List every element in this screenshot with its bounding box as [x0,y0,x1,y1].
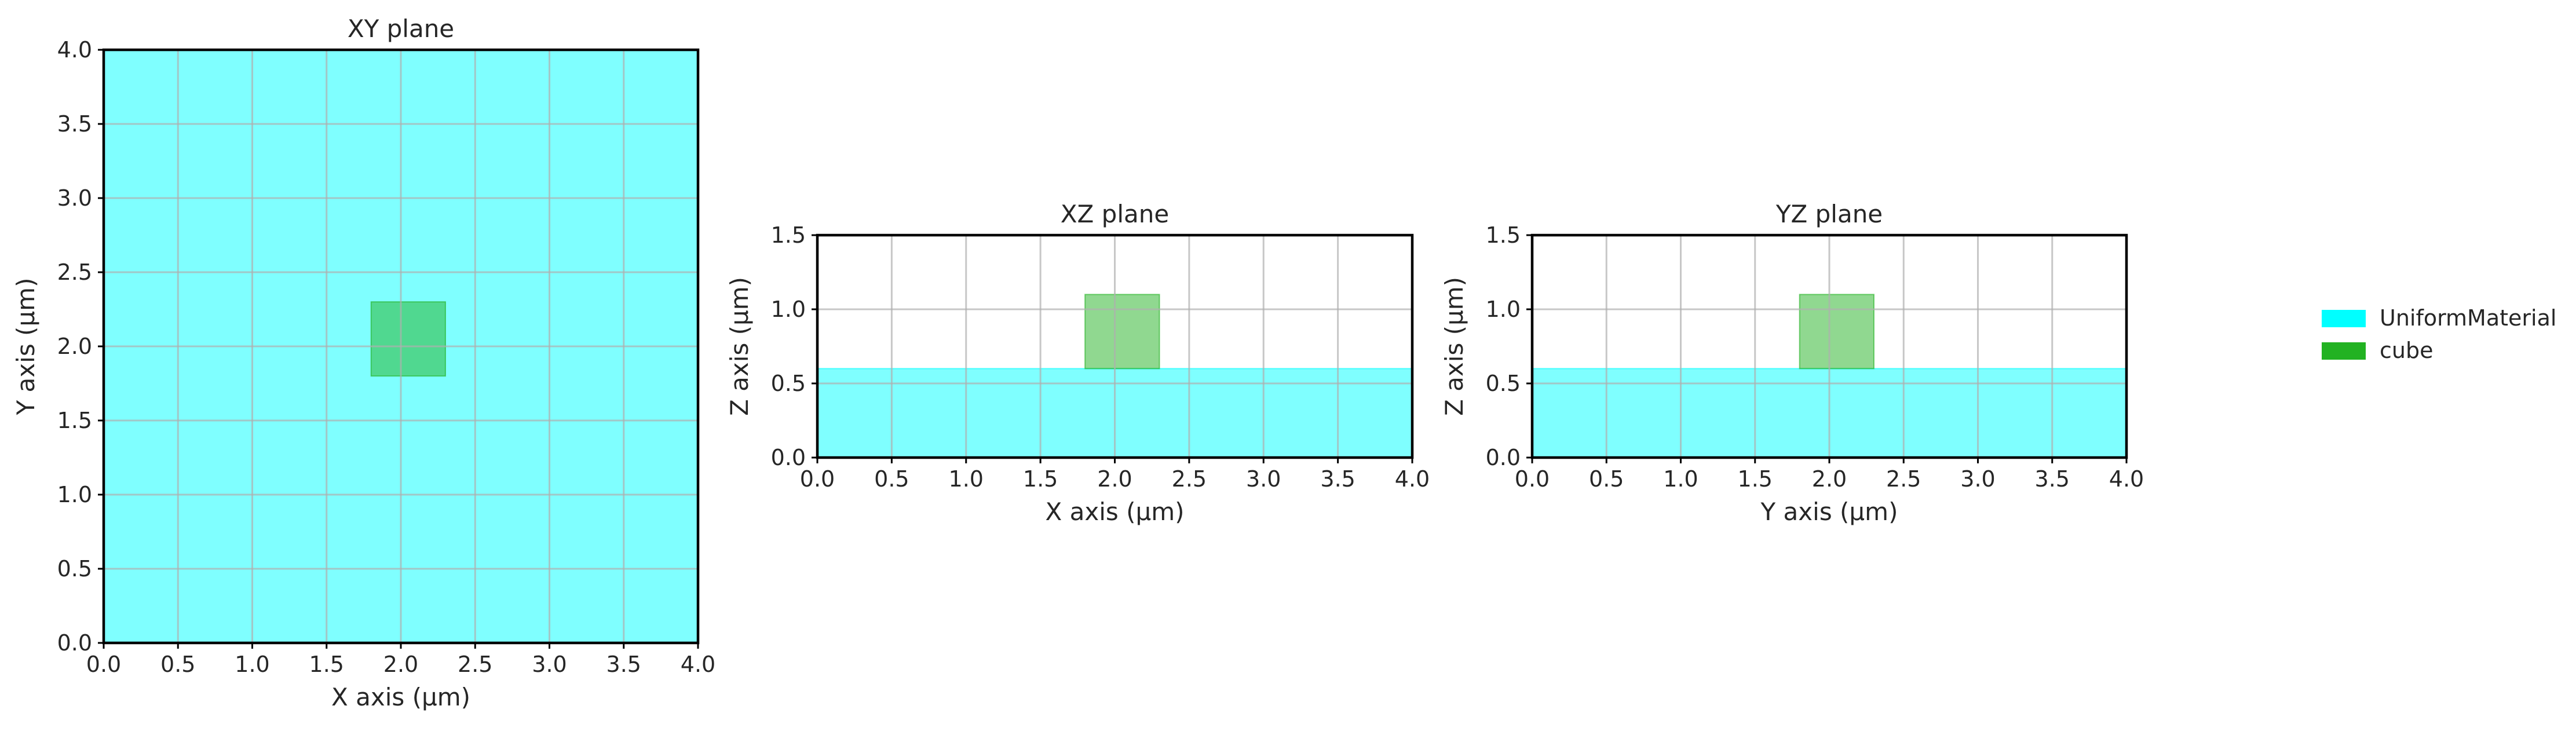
x-tick-label: 2.0 [1097,466,1132,492]
x-tick-label: 3.5 [606,652,641,677]
x-tick-label: 3.0 [1960,466,1995,492]
x-tick-label: 0.5 [874,466,909,492]
legend-label: cube [2380,338,2433,363]
subplot-title: YZ plane [1775,200,1883,228]
subplot-title: XZ plane [1061,200,1169,228]
legend: UniformMaterial cube [2322,305,2556,363]
y-tick-label: 1.5 [771,222,806,248]
y-tick-label: 0.0 [57,630,92,656]
subplot-2: 0.0 0.5 1.0 1.5 2.0 2.5 3.0 3.5 4.0 0.0 0.5 1.0 1.5 Y… [1440,200,2144,526]
axes-frame [1530,233,2128,459]
region-cube [1799,294,1875,370]
y-tick-label: 2.5 [57,259,92,285]
axes-frame [102,48,700,645]
subplot-title: XY plane [348,14,454,43]
y-tick-label: 0.0 [771,445,806,470]
x-tick-label: 2.5 [1172,466,1207,492]
plots: 0.0 0.5 1.0 1.5 2.0 2.5 3.0 3.5 4.0 0.0 0.5 1.0 1.5 2… [12,14,2144,711]
y-axis-label: Z axis (μm) [1440,277,1468,416]
y-tick-label: 1.0 [57,482,92,507]
y-tick-label: 1.5 [1486,222,1521,248]
y-tick-label: 0.5 [57,556,92,582]
y-tick-label: 1.0 [1486,297,1521,322]
x-axis-label: X axis (μm) [1045,498,1184,526]
y-axis-label: Z axis (μm) [725,277,754,416]
x-tick-label: 0.0 [1515,466,1550,492]
y-tick-label: 0.5 [1486,371,1521,396]
y-tick-label: 1.0 [771,297,806,322]
x-tick-label: 4.0 [1395,466,1430,492]
y-axis-label: Y axis (μm) [12,278,40,416]
y-tick-label: 3.5 [57,111,92,137]
x-tick-label: 2.0 [1812,466,1847,492]
subplot-1: 0.0 0.5 1.0 1.5 2.0 2.5 3.0 3.5 4.0 0.0 0.5 1.0 1.5 X… [725,200,1430,526]
region-cube [370,301,446,377]
x-tick-label: 1.5 [1023,466,1058,492]
x-tick-label: 4.0 [681,652,715,677]
legend-swatch [2322,310,2366,327]
region-cube [1084,294,1160,370]
x-tick-label: 3.0 [1246,466,1281,492]
y-tick-label: 2.0 [57,334,92,359]
legend-label: UniformMaterial [2380,305,2556,331]
subplot-0: 0.0 0.5 1.0 1.5 2.0 2.5 3.0 3.5 4.0 0.0 0.5 1.0 1.5 2… [12,14,715,711]
x-tick-label: 0.0 [800,466,835,492]
x-tick-label: 2.5 [1886,466,1921,492]
x-tick-label: 1.0 [949,466,984,492]
axes-frame [816,233,1414,459]
x-tick-label: 2.5 [458,652,492,677]
x-axis-label: Y axis (μm) [1760,498,1898,526]
x-tick-label: 1.5 [309,652,344,677]
x-axis-label: X axis (μm) [331,683,470,711]
legend-item-uniformmaterial: UniformMaterial [2322,305,2556,331]
x-tick-label: 4.0 [2109,466,2144,492]
x-tick-label: 1.0 [1663,466,1698,492]
y-tick-label: 0.5 [771,371,806,396]
x-tick-label: 3.0 [532,652,567,677]
x-tick-label: 1.5 [1738,466,1773,492]
x-tick-label: 0.0 [86,652,121,677]
legend-item-cube: cube [2322,338,2433,363]
y-tick-label: 3.0 [57,185,92,211]
legend-swatch [2322,342,2366,360]
x-tick-label: 1.0 [235,652,269,677]
x-tick-label: 0.5 [160,652,195,677]
x-tick-label: 0.5 [1589,466,1624,492]
x-tick-label: 3.5 [2035,466,2070,492]
x-tick-label: 2.0 [383,652,418,677]
y-tick-label: 4.0 [57,37,92,63]
x-tick-label: 3.5 [1320,466,1355,492]
y-tick-label: 0.0 [1486,445,1521,470]
y-tick-label: 1.5 [57,408,92,433]
